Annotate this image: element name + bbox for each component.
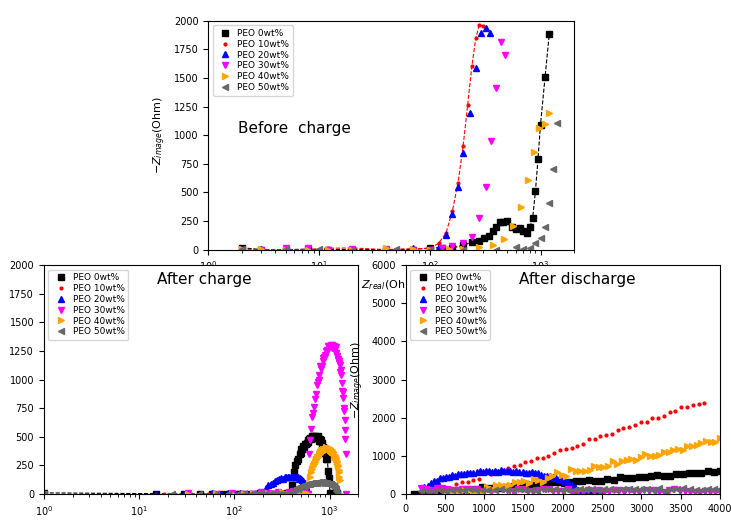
Legend: PEO 0wt%, PEO 10wt%, PEO 20wt%, PEO 30wt%, PEO 40wt%, PEO 50wt%: PEO 0wt%, PEO 10wt%, PEO 20wt%, PEO 30wt… [410,270,491,340]
X-axis label: $Z_{real}$(Ohm): $Z_{real}$(Ohm) [361,279,421,292]
Text: After discharge: After discharge [519,272,635,287]
X-axis label: $Z_{real}$(Ohm): $Z_{real}$(Ohm) [533,519,593,520]
Y-axis label: $-Z_{image}$(Ohm): $-Z_{image}$(Ohm) [152,96,168,174]
Y-axis label: $-Z_{image}$(Ohm): $-Z_{image}$(Ohm) [0,341,4,419]
Legend: PEO 0wt%, PEO 10wt%, PEO 20wt%, PEO 30wt%, PEO 40wt%, PEO 50wt%: PEO 0wt%, PEO 10wt%, PEO 20wt%, PEO 30wt… [213,25,293,96]
Text: After charge: After charge [157,272,251,287]
Text: Before  charge: Before charge [238,122,350,136]
Y-axis label: $-Z_{image}$(Ohm): $-Z_{image}$(Ohm) [349,341,366,419]
Legend: PEO 0wt%, PEO 10wt%, PEO 20wt%, PEO 30wt%, PEO 40wt%, PEO 50wt%: PEO 0wt%, PEO 10wt%, PEO 20wt%, PEO 30wt… [48,270,129,340]
